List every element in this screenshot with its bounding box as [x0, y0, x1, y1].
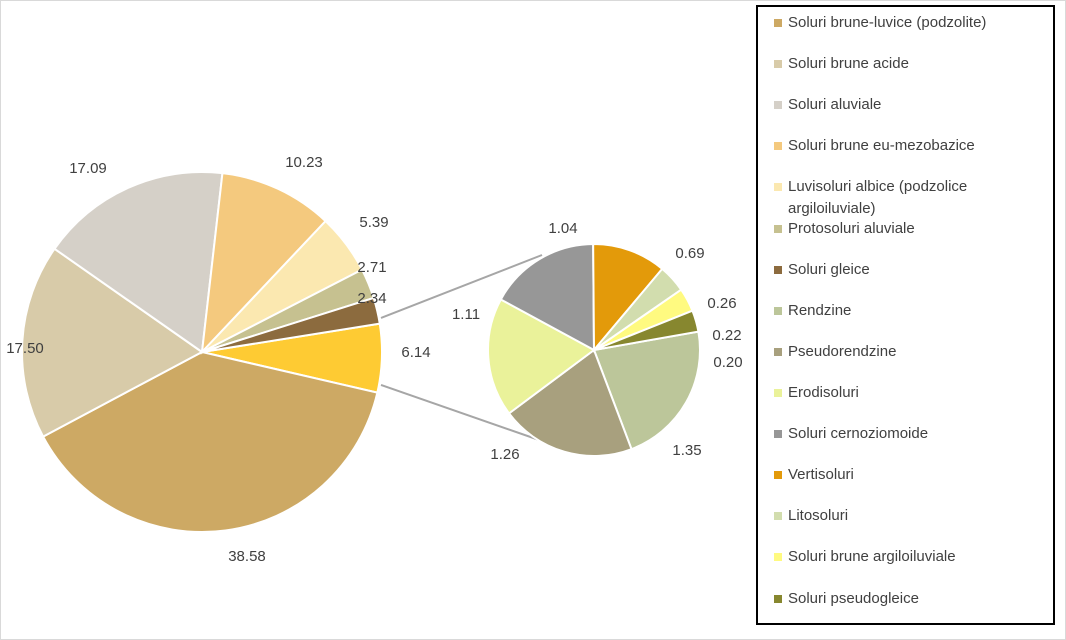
- legend-swatch: [774, 389, 782, 397]
- legend-label: Erodisoluri: [788, 384, 859, 401]
- legend-label: Soluri brune eu-mezobazice: [788, 137, 975, 154]
- legend-item-erodisoluri: Erodisoluri: [774, 382, 1048, 404]
- data-label: 38.58: [228, 548, 266, 565]
- legend-label: Soluri brune-luvice (podzolite): [788, 14, 987, 31]
- pie-slice-soluri-brune-acide: [20, 247, 204, 438]
- data-label-secondary: 0.22: [712, 327, 741, 344]
- legend-swatch: [774, 348, 782, 356]
- legend-label: Soluri aluviale: [788, 96, 882, 113]
- legend: Soluri brune-luvice (podzolite) Soluri br…: [756, 5, 1055, 625]
- legend-item-soluri-gleice: Soluri gleice: [774, 259, 1048, 281]
- legend-label: Rendzine: [788, 302, 852, 319]
- data-label: 2.71: [357, 259, 386, 276]
- secondary-slice-pseudorendzine: [507, 348, 633, 457]
- legend-label: Soluri pseudogleice: [788, 590, 919, 607]
- data-labels: 38.58 17.50 17.09 10.23 5.39 2.71 2.34 6.14 1.35…: [6, 154, 742, 565]
- legend-swatch: [774, 60, 782, 68]
- legend-swatch: [774, 471, 782, 479]
- legend-swatch: [774, 430, 782, 438]
- data-label: 2.34: [357, 290, 386, 307]
- legend-item-soluri-pseudogleice: Soluri pseudogleice: [774, 588, 1048, 610]
- data-label: 17.09: [69, 160, 107, 177]
- pie-slice-soluri-gleice: [201, 296, 381, 353]
- legend-item-pseudorendzine: Pseudorendzine: [774, 341, 1048, 363]
- legend-swatch: [774, 101, 782, 109]
- legend-label: Protosoluri aluviale: [788, 220, 915, 237]
- legend-item-luvisoluri-albice-podzolice-argiloiluviale: Luvisoluri albice (podzolice argiloiluvi…: [774, 176, 1048, 220]
- legend-item-soluri-cernoziomoide: Soluri cernoziomoide: [774, 423, 1048, 445]
- legend-swatch: [774, 183, 782, 191]
- legend-label: Soluri brune argiloiluviale: [788, 548, 956, 565]
- connector-line-top: [380, 254, 543, 319]
- legend-item-rendzine: Rendzine: [774, 300, 1048, 322]
- legend-swatch: [774, 553, 782, 561]
- secondary-pie: [487, 242, 701, 457]
- legend-label: Vertisoluri: [788, 466, 854, 483]
- legend-swatch: [774, 307, 782, 315]
- connector-lines: [380, 254, 543, 442]
- data-label-secondary: 1.35: [672, 442, 701, 459]
- legend-item-soluri-aluviale: Soluri aluviale: [774, 94, 1048, 116]
- legend-swatch: [774, 595, 782, 603]
- legend-item-vertisoluri: Vertisoluri: [774, 464, 1048, 486]
- legend-swatch: [774, 225, 782, 233]
- legend-label: Pseudorendzine: [788, 343, 897, 360]
- connector-line-bottom: [380, 384, 543, 442]
- pie-slice-soluri-brune-luvice-podzolite: [41, 350, 379, 534]
- data-label-secondary: 1.04: [548, 220, 577, 237]
- legend-label: Luvisoluri albice (podzolice argiloiluvi…: [788, 178, 968, 217]
- data-label-secondary: 1.11: [452, 306, 480, 323]
- pie-slice-soluri-brune-eu-mezobazice: [200, 172, 327, 355]
- legend-item-soluri-brune-luvice-podzolite: Soluri brune-luvice (podzolite): [774, 12, 1048, 34]
- data-label-other: 6.14: [401, 344, 430, 361]
- data-label-secondary: 0.26: [707, 295, 736, 312]
- pie-slice-soluri-aluviale: [53, 170, 224, 354]
- data-label-secondary: 0.69: [675, 245, 704, 262]
- data-label-secondary: 0.20: [713, 354, 742, 371]
- legend-item-soluri-brune-acide: Soluri brune acide: [774, 53, 1048, 75]
- legend-swatch: [774, 512, 782, 520]
- legend-swatch: [774, 142, 782, 150]
- legend-item-protosoluri-aluviale: Protosoluri aluviale: [774, 218, 1048, 240]
- legend-item-soluri-brune-argiloiluviale: Soluri brune argiloiluviale: [774, 546, 1048, 568]
- legend-item-soluri-brune-eu-mezobazice: Soluri brune eu-mezobazice: [774, 135, 1048, 157]
- legend-label: Soluri brune acide: [788, 55, 909, 72]
- secondary-slice-vertisoluri: [592, 242, 664, 353]
- legend-label: Litosoluri: [788, 507, 849, 524]
- legend-label: Soluri gleice: [788, 261, 870, 278]
- legend-item-litosoluri: Litosoluri: [774, 505, 1048, 527]
- secondary-slice-soluri-cernoziomoide: [499, 242, 596, 352]
- data-label: 10.23: [285, 154, 323, 171]
- legend-label: Soluri cernoziomoide: [788, 425, 929, 442]
- legend-swatch: [774, 266, 782, 274]
- secondary-slice-soluri-pseudogleice: [593, 309, 700, 351]
- secondary-slice-erodisoluri: [487, 298, 596, 415]
- main-pie: [20, 170, 383, 534]
- data-label: 5.39: [359, 214, 388, 231]
- legend-swatch: [774, 19, 782, 27]
- data-label: 17.50: [6, 340, 44, 357]
- data-label-secondary: 1.26: [490, 446, 519, 463]
